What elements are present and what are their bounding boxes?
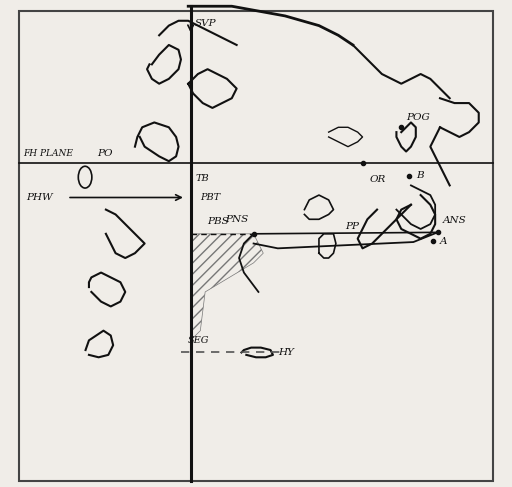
Text: PNS: PNS bbox=[225, 215, 249, 224]
Text: PP: PP bbox=[346, 223, 359, 231]
Text: HY: HY bbox=[278, 348, 294, 357]
Text: PBS: PBS bbox=[207, 217, 229, 226]
Text: PO: PO bbox=[97, 149, 113, 158]
Text: TB: TB bbox=[196, 174, 209, 183]
Text: ANS: ANS bbox=[442, 216, 466, 225]
Text: SVP: SVP bbox=[195, 19, 216, 28]
Text: OR: OR bbox=[370, 175, 386, 184]
Text: PBT: PBT bbox=[200, 193, 221, 202]
Text: PHW: PHW bbox=[26, 193, 53, 202]
Text: SEG: SEG bbox=[188, 336, 210, 344]
Text: B: B bbox=[416, 171, 423, 180]
Text: A: A bbox=[440, 237, 447, 245]
Text: POG: POG bbox=[406, 113, 430, 122]
Text: FH PLANE: FH PLANE bbox=[24, 149, 74, 158]
